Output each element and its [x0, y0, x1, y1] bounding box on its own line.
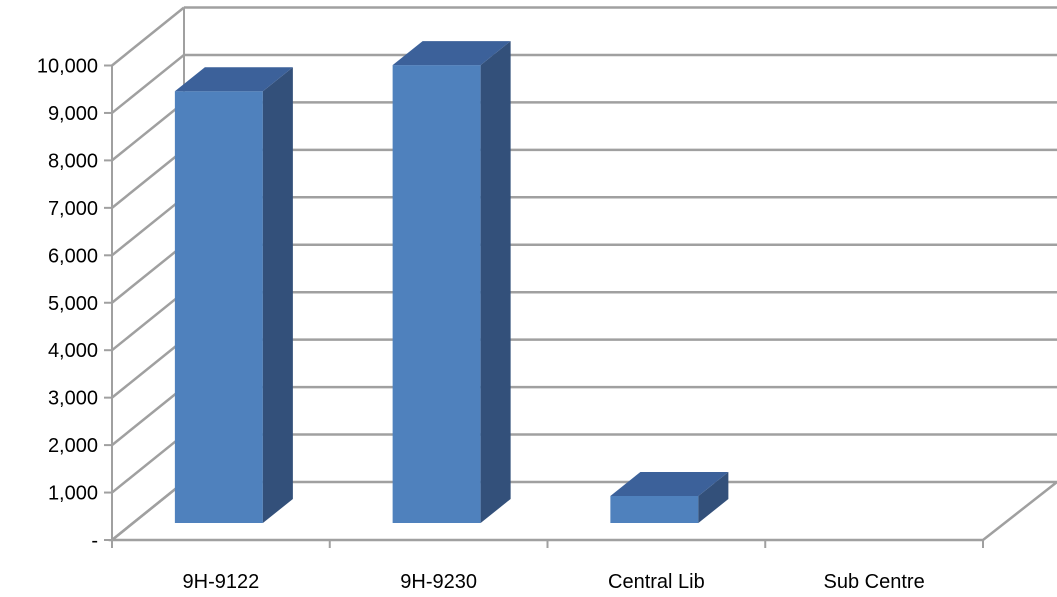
bar-top: [610, 471, 729, 496]
y-tick-label: 7,000: [48, 198, 98, 220]
y-tick-label: 6,000: [48, 245, 98, 267]
y-tick-label: -: [91, 530, 98, 552]
bar-front: [392, 65, 481, 524]
y-tick-label: 5,000: [48, 293, 98, 315]
x-axis-categories: 9H-9122 9H-9230 Central Lib Sub Centre: [111, 540, 984, 593]
x-category-label: 9H-9122: [183, 571, 260, 593]
gridlines: [108, 6, 1057, 542]
y-tick-label: 1,000: [48, 483, 98, 505]
x-category-label: 9H-9230: [400, 571, 477, 593]
bars: [174, 41, 729, 524]
gridline-side: [111, 386, 185, 447]
y-tick-label: 8,000: [48, 150, 98, 172]
gridline-side: [111, 196, 185, 257]
gridline-side: [111, 243, 185, 304]
gridline-side: [111, 6, 185, 67]
y-tick-label: 10,000: [37, 56, 98, 78]
x-category-label: Sub Centre: [824, 571, 925, 593]
gridline-side: [111, 433, 185, 494]
y-tick-label: 9,000: [48, 103, 98, 125]
y-tick-label: 3,000: [48, 388, 98, 410]
bar: [392, 41, 511, 524]
bar-top: [392, 41, 511, 66]
gridline-side: [111, 101, 185, 162]
y-tick-label: 4,000: [48, 340, 98, 362]
y-axis-ticks: - 1,000 2,000 3,000 4,000 5,000 6,000 7,000 8,00…: [37, 56, 112, 552]
gridline-side: [111, 53, 185, 114]
floor: [108, 480, 1057, 542]
x-category-label: Central Lib: [608, 571, 705, 593]
y-tick-label: 2,000: [48, 435, 98, 457]
bar-side: [698, 471, 729, 523]
bar-top: [174, 67, 293, 92]
gridline-side: [111, 338, 185, 399]
bar-front: [174, 91, 263, 523]
gridline-side: [111, 148, 185, 209]
bar: [610, 471, 729, 523]
bar-side: [262, 67, 293, 523]
bar-side: [480, 41, 511, 524]
bar: [174, 67, 293, 523]
bar-front: [610, 495, 699, 523]
gridline-side: [111, 291, 185, 352]
